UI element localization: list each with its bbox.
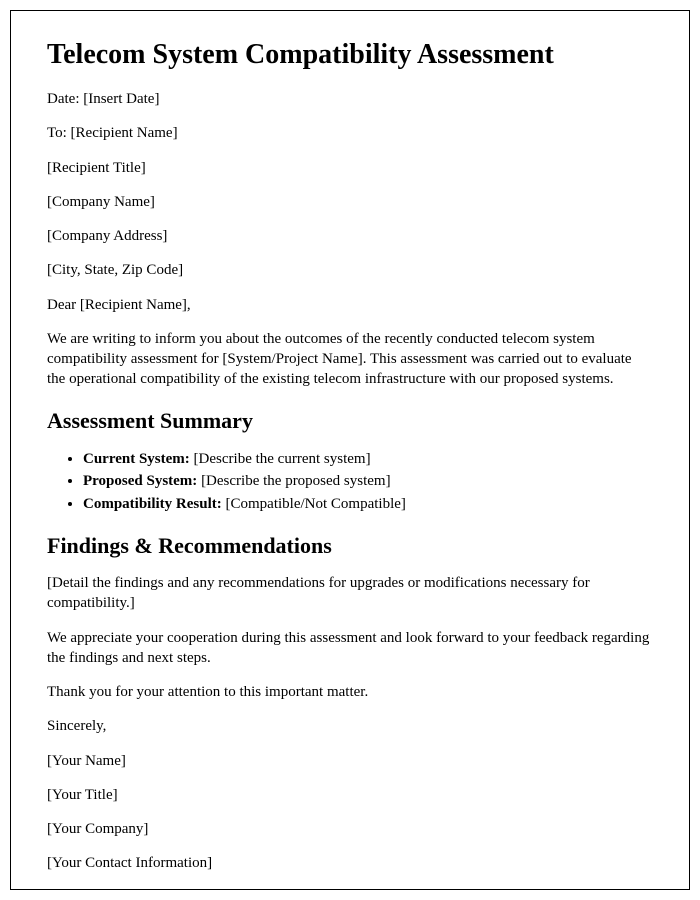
date-line: Date: [Insert Date]	[47, 89, 653, 109]
to-line: To: [Recipient Name]	[47, 123, 653, 143]
item-value: [Describe the proposed system]	[201, 473, 391, 489]
your-contact: [Your Contact Information]	[47, 853, 653, 873]
findings-heading: Findings & Recommendations	[47, 533, 653, 559]
recipient-title: [Recipient Title]	[47, 158, 653, 178]
date-label: Date:	[47, 91, 83, 107]
summary-list: Current System: [Describe the current sy…	[83, 448, 653, 516]
list-item: Proposed System: [Describe the proposed …	[83, 470, 653, 493]
salutation: Dear [Recipient Name],	[47, 295, 653, 315]
list-item: Compatibility Result: [Compatible/Not Co…	[83, 493, 653, 516]
company-address: [Company Address]	[47, 226, 653, 246]
company-name: [Company Name]	[47, 192, 653, 212]
appreciation-paragraph: We appreciate your cooperation during th…	[47, 628, 653, 669]
item-label: Compatibility Result:	[83, 496, 226, 512]
to-label: To:	[47, 125, 71, 141]
your-company: [Your Company]	[47, 819, 653, 839]
item-label: Proposed System:	[83, 473, 201, 489]
date-value: [Insert Date]	[83, 91, 159, 107]
to-value: [Recipient Name]	[71, 125, 178, 141]
findings-detail: [Detail the findings and any recommendat…	[47, 573, 653, 614]
document-title: Telecom System Compatibility Assessment	[47, 39, 653, 71]
summary-heading: Assessment Summary	[47, 408, 653, 434]
your-title: [Your Title]	[47, 785, 653, 805]
item-value: [Describe the current system]	[194, 451, 371, 467]
city-state-zip: [City, State, Zip Code]	[47, 260, 653, 280]
document-container: Telecom System Compatibility Assessment …	[10, 10, 690, 890]
thanks-paragraph: Thank you for your attention to this imp…	[47, 682, 653, 702]
signoff: Sincerely,	[47, 716, 653, 736]
your-name: [Your Name]	[47, 751, 653, 771]
intro-paragraph: We are writing to inform you about the o…	[47, 329, 653, 390]
item-label: Current System:	[83, 451, 194, 467]
list-item: Current System: [Describe the current sy…	[83, 448, 653, 471]
item-value: [Compatible/Not Compatible]	[226, 496, 406, 512]
